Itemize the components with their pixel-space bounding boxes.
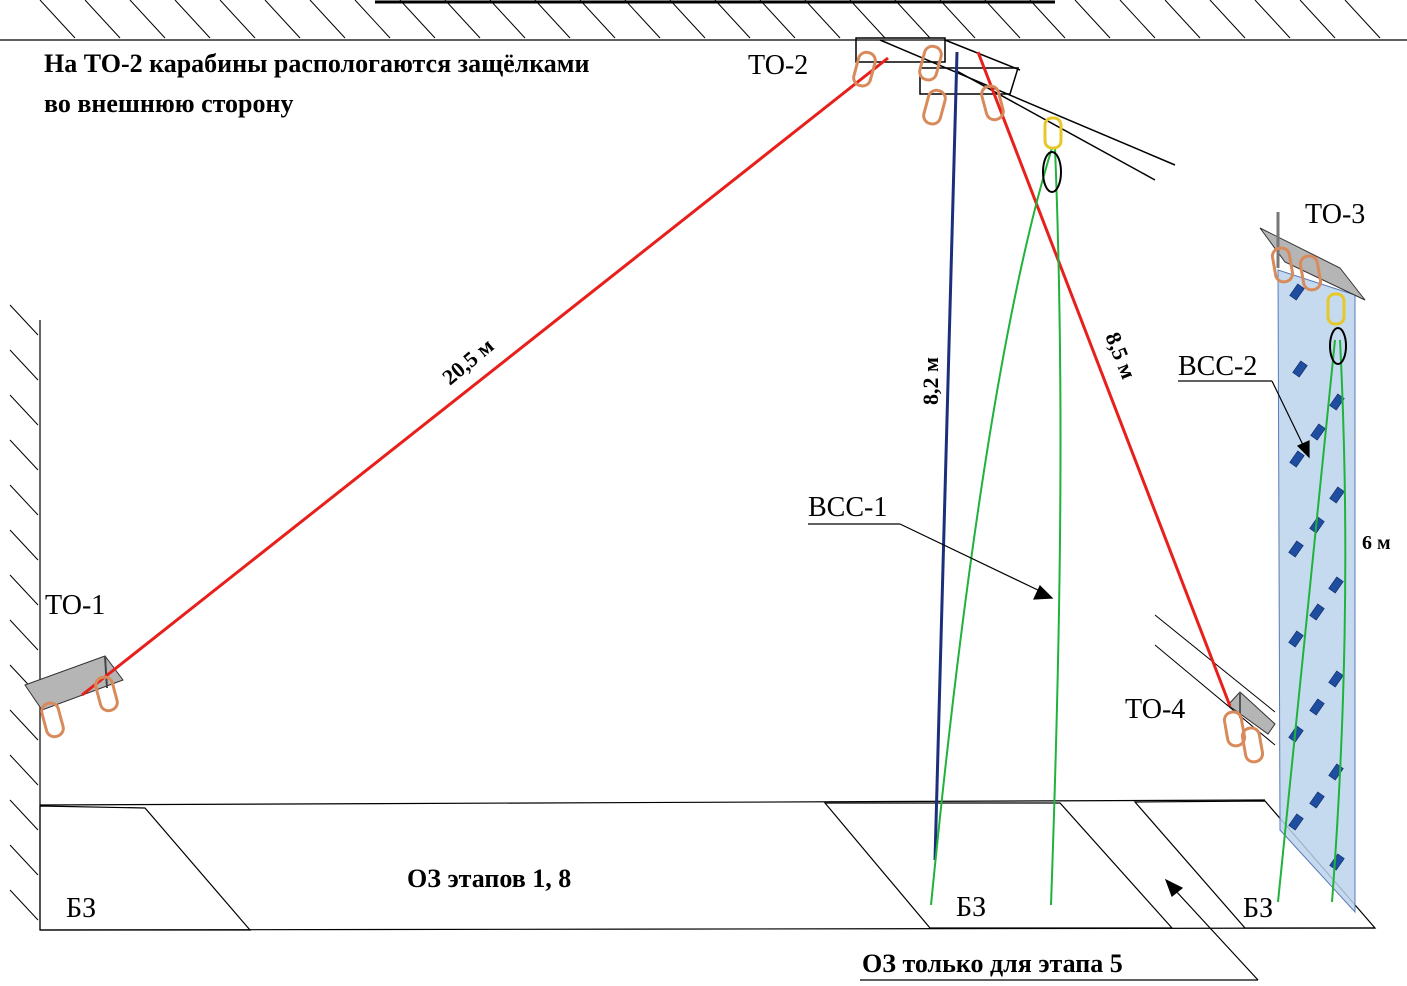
anchor-to3-label: ТО-3 — [1305, 199, 1365, 230]
climbing-wall — [1259, 212, 1366, 914]
belay-rope-vss2-left — [1277, 339, 1336, 903]
carabiner — [1298, 254, 1323, 292]
hold — [1289, 450, 1305, 468]
carabiner — [1326, 292, 1346, 326]
ceiling — [0, 0, 1407, 41]
hold — [1309, 791, 1325, 809]
safe-zone-label-right: БЗ — [1243, 893, 1273, 924]
hold — [1288, 630, 1304, 648]
carabiner — [1043, 116, 1063, 150]
belay-rope-vss1-left — [930, 147, 1053, 906]
safe-zone-label-left: БЗ — [66, 893, 96, 924]
wall-height-label: 6 м — [1362, 532, 1391, 554]
anchor-to2 — [855, 37, 1176, 181]
hold — [1288, 540, 1304, 558]
carabiner — [918, 44, 943, 82]
anchor-to4 — [1154, 614, 1276, 746]
carabiner — [1240, 726, 1265, 764]
carabiner — [1270, 246, 1295, 284]
hold — [1309, 698, 1325, 716]
belay-carabiners — [1043, 116, 1346, 326]
floor — [39, 799, 1377, 931]
anchor-to2-label: ТО-2 — [748, 50, 808, 81]
pointers — [808, 380, 1310, 981]
note-line-2: во внешнюю сторону — [44, 89, 294, 118]
hold — [1288, 813, 1304, 831]
note-line-1: На ТО-2 карабины распологаются защёлками — [44, 49, 589, 78]
carabiner — [852, 50, 877, 88]
belay-rope-vss1-right — [1050, 147, 1062, 906]
hold — [1329, 853, 1345, 871]
hold — [1309, 603, 1325, 621]
safe-zone-center-shape — [823, 802, 1174, 929]
hold — [1328, 576, 1344, 594]
ring — [1042, 151, 1062, 193]
hold — [1292, 360, 1308, 378]
hold — [1310, 423, 1326, 441]
anchor-to1-label: ТО-1 — [45, 590, 105, 621]
hold — [1289, 283, 1305, 301]
main-rope-length: 20,5 м — [437, 333, 498, 390]
incline-rope-length: 8,5 м — [1100, 329, 1141, 383]
ropes — [81, 51, 1347, 906]
safe-zone-left-shape — [39, 805, 252, 931]
carabiner — [40, 701, 65, 739]
anchor-to1 — [24, 655, 124, 711]
danger-zone-stage5-label: ОЗ только для этапа 5 — [862, 949, 1123, 978]
vss1-label: ВСС-1 — [808, 492, 887, 523]
belay-rope-vss2-right — [1331, 339, 1347, 903]
ring — [1329, 327, 1347, 365]
carabiner — [1222, 710, 1247, 748]
safe-zone-right-shape — [1133, 800, 1377, 929]
hold — [1329, 486, 1345, 504]
carabiner — [980, 84, 1005, 122]
left-wall — [9, 304, 41, 930]
vertical-rope-length: 8,2 м — [918, 357, 943, 405]
carabiner — [94, 675, 119, 713]
safe-zone-label-center: БЗ — [956, 892, 986, 923]
descenders — [1042, 151, 1347, 365]
rope-to2-to4 — [976, 51, 1232, 707]
carabiners — [40, 44, 1323, 764]
rope-to1-to2 — [81, 56, 889, 697]
rope-vertical-vss1 — [933, 51, 959, 861]
vss2-label: ВСС-2 — [1178, 351, 1257, 382]
anchor-to4-label: ТО-4 — [1125, 694, 1185, 725]
danger-zone-main-label: ОЗ этапов 1, 8 — [407, 864, 571, 893]
hold — [1328, 670, 1344, 688]
carabiner — [922, 88, 947, 126]
hold — [1329, 393, 1345, 411]
